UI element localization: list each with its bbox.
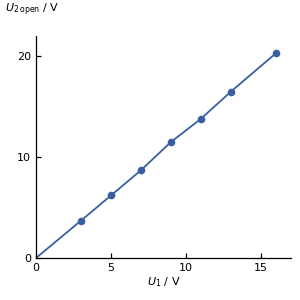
Text: $U_{2\,\mathrm{open}}$ / V: $U_{2\,\mathrm{open}}$ / V xyxy=(5,2,60,18)
X-axis label: $U_1$ / V: $U_1$ / V xyxy=(147,276,180,289)
